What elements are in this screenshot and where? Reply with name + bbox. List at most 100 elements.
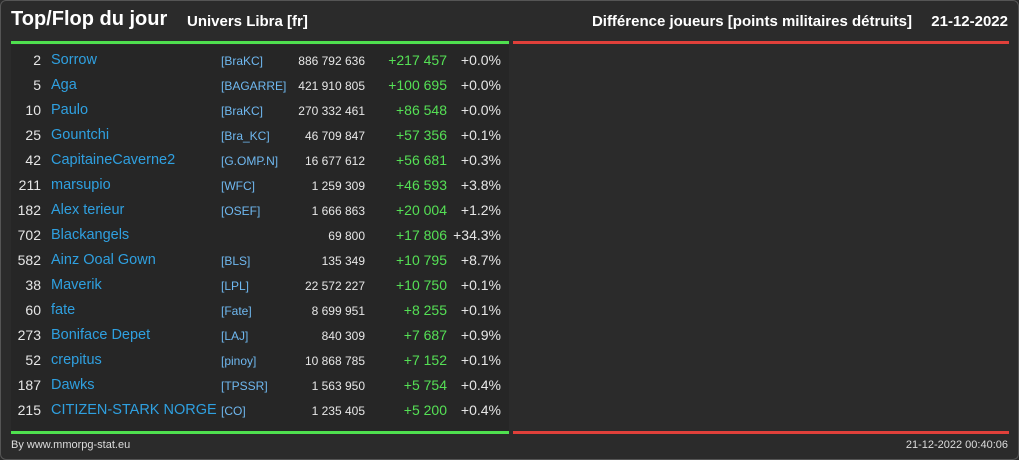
player-rank: 187 <box>17 377 41 393</box>
player-name-link[interactable]: Blackangels <box>51 227 130 243</box>
player-name-link[interactable]: fate <box>51 302 76 318</box>
player-points: 1 259 309 <box>311 179 365 193</box>
player-rank: 702 <box>17 227 41 243</box>
player-rank: 52 <box>25 352 41 368</box>
points-difference: +57 356 <box>396 127 447 143</box>
player-name-link[interactable]: Boniface Depet <box>51 327 151 343</box>
table-row: 215 CITIZEN-STARK NORGE [CO] 1 235 405 +5 20… <box>11 398 509 423</box>
points-difference: +5 754 <box>403 377 447 393</box>
alliance-tag-link[interactable]: [Bra_KC] <box>221 129 270 143</box>
player-points: 270 332 461 <box>298 104 365 118</box>
percent-change: +0.1% <box>460 277 501 293</box>
percent-change: +0.1% <box>460 352 501 368</box>
player-name-link[interactable]: Ainz Ooal Gown <box>51 252 156 268</box>
player-points: 1 666 863 <box>311 204 365 218</box>
player-name-link[interactable]: Paulo <box>51 102 89 118</box>
flop-divider-bottom <box>513 431 1009 434</box>
player-points: 46 709 847 <box>304 129 365 143</box>
points-difference: +8 255 <box>403 302 447 318</box>
alliance-tag-link[interactable]: [pinoy] <box>221 354 257 368</box>
player-name-link[interactable]: Maverik <box>51 277 102 293</box>
alliance-tag-link[interactable]: [WFC] <box>221 179 255 193</box>
player-points: 10 868 785 <box>304 354 365 368</box>
points-difference: +5 200 <box>403 402 447 418</box>
player-points: 421 910 805 <box>298 79 365 93</box>
percent-change: +0.9% <box>460 327 501 343</box>
alliance-tag-link[interactable]: [TPSSR] <box>221 379 268 393</box>
percent-change: +0.3% <box>460 152 501 168</box>
percent-change: +0.0% <box>460 52 501 68</box>
player-points: 886 792 636 <box>298 54 365 68</box>
table-row: 25 Gountchi [Bra_KC] 46 709 847 +57 356 +0.1% <box>11 123 509 148</box>
alliance-tag-link[interactable]: [Fate] <box>221 304 252 318</box>
table-row: 10 Paulo [BraKC] 270 332 461 +86 548 +0.0% <box>11 98 509 123</box>
table-row: 42 CapitaineCaverne2 [G.OMP.N] 16 677 612 +5… <box>11 148 509 173</box>
points-difference: +10 795 <box>396 252 447 268</box>
player-points: 69 800 <box>328 229 365 243</box>
percent-change: +0.1% <box>460 302 501 318</box>
table-row: 187 Dawks [TPSSR] 1 563 950 +5 754 +0.4% <box>11 373 509 398</box>
player-points: 1 563 950 <box>311 379 365 393</box>
alliance-tag-link[interactable]: [LPL] <box>221 279 250 293</box>
alliance-tag-link[interactable]: [BLS] <box>221 254 251 268</box>
table-row: 211 marsupio [WFC] 1 259 309 +46 593 +3.8% <box>11 173 509 198</box>
player-points: 22 572 227 <box>304 279 365 293</box>
player-name-link[interactable]: Aga <box>51 77 77 93</box>
alliance-tag-link[interactable]: [LAJ] <box>221 329 249 343</box>
alliance-tag-link[interactable]: [BraKC] <box>221 54 264 68</box>
top-divider-bottom <box>11 431 509 434</box>
site-credit-link[interactable]: By www.mmorpg-stat.eu <box>11 439 131 451</box>
points-difference: +17 806 <box>396 227 447 243</box>
flop-divider-top <box>513 41 1009 44</box>
player-rank: 582 <box>17 252 41 268</box>
player-rank: 182 <box>17 202 41 218</box>
alliance-tag-link[interactable]: [CO] <box>221 404 246 418</box>
player-name-link[interactable]: Gountchi <box>51 127 110 143</box>
table-row: 273 Boniface Depet [LAJ] 840 309 +7 687 +0.9% <box>11 323 509 348</box>
universe-label: Univers Libra [fr] <box>187 13 308 30</box>
alliance-tag-link[interactable]: [G.OMP.N] <box>221 154 279 168</box>
date-label: 21-12-2022 <box>931 13 1008 30</box>
points-difference: +7 152 <box>403 352 447 368</box>
player-name-link[interactable]: CITIZEN-STARK NORGE <box>51 402 217 418</box>
percent-change: +34.3% <box>453 227 501 243</box>
percent-change: +0.0% <box>460 77 501 93</box>
percent-change: +0.1% <box>460 127 501 143</box>
percent-change: +0.0% <box>460 102 501 118</box>
player-name-link[interactable]: CapitaineCaverne2 <box>51 152 176 168</box>
player-points: 8 699 951 <box>311 304 365 318</box>
player-rank: 25 <box>25 127 41 143</box>
player-name-link[interactable]: marsupio <box>51 177 111 193</box>
generated-timestamp: 21-12-2022 00:40:06 <box>905 439 1008 451</box>
player-rank: 38 <box>25 277 41 293</box>
player-rank: 215 <box>17 402 41 418</box>
player-name-link[interactable]: Dawks <box>51 377 95 393</box>
player-rank: 2 <box>33 52 41 68</box>
player-name-link[interactable]: Alex terieur <box>51 202 125 218</box>
header: Top/Flop du jour Univers Libra [fr] Diff… <box>1 1 1018 41</box>
flop-losers-panel <box>513 45 1009 431</box>
metric-label: Différence joueurs [points militaires dé… <box>591 13 912 30</box>
percent-change: +0.4% <box>460 377 501 393</box>
table-row: 52 crepitus [pinoy] 10 868 785 +7 152 +0.1% <box>11 348 509 373</box>
points-difference: +56 681 <box>396 152 447 168</box>
alliance-tag-link[interactable]: [OSEF] <box>221 204 261 218</box>
percent-change: +0.4% <box>460 402 501 418</box>
points-difference: +86 548 <box>396 102 447 118</box>
player-rank: 10 <box>25 102 41 118</box>
percent-change: +3.8% <box>460 177 501 193</box>
percent-change: +1.2% <box>460 202 501 218</box>
player-points: 1 235 405 <box>311 404 365 418</box>
alliance-tag-link[interactable]: [BAGARRE] <box>221 79 287 93</box>
points-difference: +20 004 <box>396 202 447 218</box>
alliance-tag-link[interactable]: [BraKC] <box>221 104 264 118</box>
player-name-link[interactable]: crepitus <box>51 352 102 368</box>
player-name-link[interactable]: Sorrow <box>51 52 97 68</box>
points-difference: +100 695 <box>388 77 447 93</box>
points-difference: +46 593 <box>396 177 447 193</box>
table-row: 2 Sorrow [BraKC] 886 792 636 +217 457 +0.0% <box>11 48 509 73</box>
table-row: 182 Alex terieur [OSEF] 1 666 863 +20 004 +1.… <box>11 198 509 223</box>
top-gainers-panel: 2 Sorrow [BraKC] 886 792 636 +217 457 +0.0% 5 A… <box>11 45 509 431</box>
player-rank: 211 <box>18 177 41 193</box>
table-row: 582 Ainz Ooal Gown [BLS] 135 349 +10 795 +8.7… <box>11 248 509 273</box>
